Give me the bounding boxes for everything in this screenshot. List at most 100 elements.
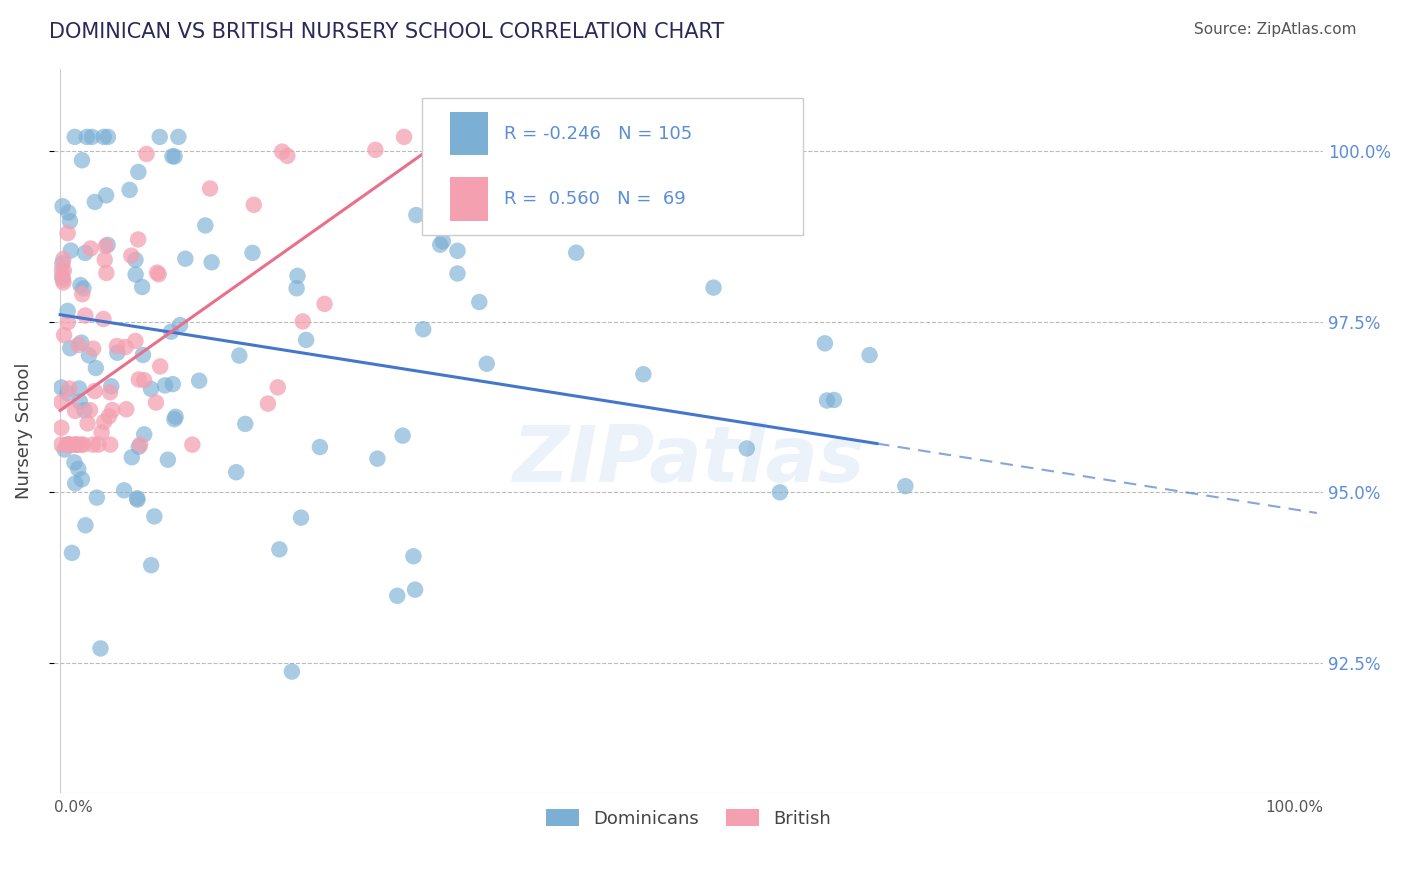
Point xyxy=(291,314,314,328)
Point xyxy=(63,455,86,469)
Point xyxy=(160,325,183,339)
Point xyxy=(98,437,121,451)
Point xyxy=(89,641,111,656)
Point xyxy=(129,437,152,451)
FancyBboxPatch shape xyxy=(450,112,488,155)
Point xyxy=(63,437,86,451)
Point xyxy=(56,304,79,318)
Point xyxy=(75,518,97,533)
Point xyxy=(127,491,149,506)
Point xyxy=(105,345,128,359)
Point xyxy=(405,208,427,222)
Point xyxy=(162,377,184,392)
Point xyxy=(56,226,79,240)
Point xyxy=(63,476,86,491)
Point xyxy=(404,582,426,597)
Point xyxy=(112,483,135,498)
Point xyxy=(58,437,80,451)
Point xyxy=(402,549,425,564)
Point xyxy=(59,341,82,355)
Point xyxy=(364,143,387,157)
Point xyxy=(290,510,312,524)
Point xyxy=(432,234,454,248)
Point xyxy=(51,256,73,270)
Point xyxy=(174,252,197,266)
Point xyxy=(135,147,157,161)
Point xyxy=(60,546,83,560)
Point xyxy=(115,402,138,417)
Point xyxy=(72,437,94,451)
Point xyxy=(72,287,94,301)
Point xyxy=(69,278,91,293)
Point xyxy=(100,379,122,393)
Point xyxy=(79,242,101,256)
Point xyxy=(169,318,191,332)
Point xyxy=(814,336,837,351)
Point xyxy=(73,403,96,417)
Point xyxy=(287,268,309,283)
Point xyxy=(63,404,86,418)
Point xyxy=(276,149,298,163)
Point xyxy=(80,129,103,144)
Point xyxy=(257,396,280,410)
Point xyxy=(139,382,162,396)
Point xyxy=(77,348,100,362)
Point xyxy=(93,415,115,429)
Point xyxy=(128,372,150,386)
Point xyxy=(233,417,256,431)
Point xyxy=(63,437,86,451)
Point xyxy=(67,338,90,352)
Point xyxy=(519,129,541,144)
Point xyxy=(82,342,104,356)
Point xyxy=(67,462,90,476)
Point xyxy=(391,428,413,442)
Point xyxy=(188,374,211,388)
Point xyxy=(127,232,149,246)
Point xyxy=(387,589,409,603)
Point xyxy=(163,412,186,426)
Point xyxy=(52,276,75,290)
Point xyxy=(118,183,141,197)
Point xyxy=(198,181,221,195)
Point xyxy=(87,437,110,451)
Point xyxy=(97,238,120,252)
Text: R =  0.560   N =  69: R = 0.560 N = 69 xyxy=(505,190,686,208)
Text: ZIPatlas: ZIPatlas xyxy=(512,422,865,498)
Point xyxy=(53,442,76,457)
Point xyxy=(162,149,184,163)
Point xyxy=(56,437,79,451)
Point xyxy=(149,359,172,374)
Y-axis label: Nursery School: Nursery School xyxy=(15,363,32,500)
Point xyxy=(52,272,75,286)
Point xyxy=(702,280,724,294)
Point xyxy=(66,437,89,451)
Point xyxy=(58,437,80,451)
Point xyxy=(124,268,146,282)
Text: DOMINICAN VS BRITISH NURSERY SCHOOL CORRELATION CHART: DOMINICAN VS BRITISH NURSERY SCHOOL CORR… xyxy=(49,22,724,42)
Point xyxy=(114,340,136,354)
Point xyxy=(51,263,73,277)
Point xyxy=(70,153,93,168)
Point xyxy=(132,348,155,362)
FancyBboxPatch shape xyxy=(422,97,803,235)
Point xyxy=(52,252,75,266)
Point xyxy=(269,542,291,557)
Point xyxy=(67,381,90,395)
Point xyxy=(858,348,880,362)
Point xyxy=(146,266,169,280)
Point xyxy=(97,129,120,144)
Point xyxy=(101,403,124,417)
Point xyxy=(94,188,117,202)
Point xyxy=(769,485,792,500)
Text: 0.0%: 0.0% xyxy=(53,800,93,815)
FancyBboxPatch shape xyxy=(450,178,488,220)
Point xyxy=(76,417,98,431)
Point xyxy=(75,246,97,260)
Point xyxy=(148,267,170,281)
Text: 100.0%: 100.0% xyxy=(1265,800,1323,815)
Point xyxy=(93,312,115,326)
Point xyxy=(145,395,167,409)
Point xyxy=(121,450,143,465)
Point xyxy=(59,214,82,228)
Point xyxy=(200,255,222,269)
